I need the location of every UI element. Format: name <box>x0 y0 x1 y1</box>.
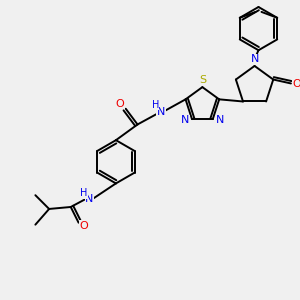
Text: N: N <box>85 194 94 204</box>
Text: N: N <box>181 115 189 125</box>
Text: O: O <box>292 80 300 89</box>
Text: O: O <box>116 99 124 109</box>
Text: S: S <box>199 75 206 85</box>
Text: H: H <box>152 100 159 110</box>
Text: O: O <box>79 220 88 231</box>
Text: N: N <box>250 54 259 64</box>
Text: N: N <box>215 115 224 125</box>
Text: H: H <box>80 188 87 198</box>
Text: N: N <box>157 107 165 117</box>
